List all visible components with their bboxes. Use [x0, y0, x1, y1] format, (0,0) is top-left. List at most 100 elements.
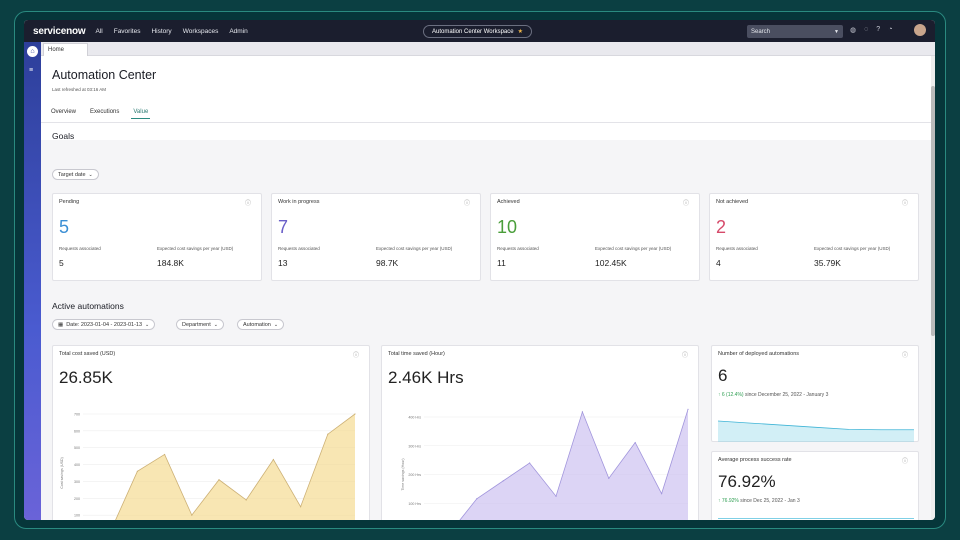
globe-icon[interactable]: ◍: [850, 27, 857, 34]
trend-text: since December 25, 2022 - January 3: [744, 392, 829, 398]
sparkline-area: [718, 421, 914, 442]
data-point: [136, 470, 138, 472]
tab-home-label: Home: [48, 47, 65, 53]
requests-value: 5: [59, 258, 64, 268]
info-icon[interactable]: ⓘ: [682, 201, 689, 207]
savings-value: 35.79K: [814, 258, 841, 268]
y-axis-label: Cost savings (USD): [60, 457, 64, 489]
help-icon[interactable]: ?: [876, 26, 881, 33]
nav-favorites[interactable]: Favorites: [113, 27, 141, 35]
top-navigation-bar: servicenow All Favorites History Workspa…: [24, 20, 935, 42]
nav-history[interactable]: History: [151, 27, 172, 35]
scrollbar-thumb[interactable]: [931, 86, 935, 336]
y-tick-label: 200: [74, 497, 80, 501]
calendar-icon: ▦: [58, 321, 64, 328]
info-icon[interactable]: ⓘ: [901, 201, 908, 207]
data-point: [164, 453, 166, 456]
avatar[interactable]: [914, 24, 926, 36]
menu-icon[interactable]: ≡: [29, 67, 34, 74]
workspace-switcher[interactable]: Automation Center Workspace ★: [423, 25, 532, 38]
servicenow-logo[interactable]: servicenow: [33, 25, 86, 37]
tab-executions[interactable]: Executions: [90, 109, 120, 115]
time-saved-title: Total time saved (Hour): [388, 351, 445, 357]
requests-label: Requests associated: [59, 246, 101, 251]
star-icon[interactable]: ★: [517, 29, 523, 35]
y-tick-label: 500: [74, 446, 80, 450]
goal-card-title: Pending: [59, 199, 80, 205]
time-saved-value: 2.46K Hrs: [388, 368, 464, 387]
automation-filter[interactable]: Automation ⌄: [237, 319, 285, 330]
main-nav: All Favorites History Workspaces Admin: [95, 28, 258, 35]
left-rail: ⌂ ≡: [24, 42, 41, 520]
info-icon[interactable]: ⓘ: [901, 459, 908, 465]
cost-saved-card: Total cost saved (USD) ⓘ 26.85K 01002003…: [52, 345, 370, 520]
arrow-up-icon: ↑: [718, 392, 722, 398]
divider: [41, 122, 931, 123]
goal-count: 10: [497, 217, 518, 237]
success-rate-card: Average process success rate ⓘ 76.92% ↑ …: [711, 451, 919, 520]
nav-workspaces[interactable]: Workspaces: [182, 27, 219, 35]
info-icon[interactable]: ⓘ: [681, 353, 688, 359]
series-area: [459, 409, 688, 520]
y-tick-label: 400 Hrs: [408, 416, 421, 420]
department-filter[interactable]: Department ⌄: [176, 319, 224, 330]
chat-icon[interactable]: ◌: [864, 26, 869, 33]
info-icon[interactable]: ⓘ: [244, 201, 251, 207]
nav-admin[interactable]: Admin: [229, 27, 248, 35]
data-point: [191, 514, 193, 516]
active-automations-title: Active automations: [52, 301, 124, 311]
time-saved-card: Total time saved (Hour) ⓘ 2.46K Hrs 0Hrs…: [381, 345, 699, 520]
success-rate-title: Average process success rate: [718, 457, 792, 463]
goal-card-work-in-progress: Work in progress ⓘ 7 Requests associated…: [271, 193, 481, 281]
top-icons: ◍ ◌ ? ◔: [850, 26, 900, 34]
success-rate-line: [718, 518, 914, 519]
data-point: [661, 493, 663, 495]
y-tick-label: 600: [74, 429, 80, 433]
data-point: [555, 495, 557, 497]
sparkline-line: [717, 420, 914, 431]
search-input[interactable]: Search ▼: [747, 25, 843, 38]
home-icon[interactable]: ⌂: [27, 46, 38, 57]
goal-card-title: Not achieved: [716, 199, 749, 205]
search-placeholder: Search: [751, 28, 771, 35]
data-point: [687, 408, 689, 410]
info-icon[interactable]: ⓘ: [901, 353, 908, 359]
y-tick-label: 100 Hrs: [408, 502, 421, 506]
app-window: servicenow All Favorites History Workspa…: [24, 20, 935, 520]
deployed-automations-card: Number of deployed automations ⓘ 6 ↑ 6 (…: [711, 345, 919, 442]
deployed-trend: ↑ 6 (12.4%) since December 25, 2022 - Ja…: [718, 392, 828, 398]
vertical-scrollbar[interactable]: [931, 56, 935, 520]
tab-overview[interactable]: Overview: [51, 109, 77, 115]
success-trend: ↑ 76.92% since Dec 25, 2022 - Jan 3: [718, 498, 800, 504]
savings-value: 98.7K: [376, 258, 399, 268]
requests-value: 4: [716, 258, 721, 268]
trend-delta: 76.92%: [721, 498, 739, 504]
data-point: [218, 479, 220, 481]
date-filter-label: Date: 2023-01-04 - 2023-01-13: [66, 321, 143, 328]
chevron-down-icon: ⌄: [88, 171, 93, 178]
date-filter[interactable]: ▦ Date: 2023-01-04 - 2023-01-13 ⌄: [52, 319, 156, 330]
chevron-down-icon[interactable]: ▼: [834, 28, 839, 35]
main-content: Automation Center Last refreshed at 03:1…: [41, 56, 931, 520]
target-date-filter[interactable]: Target date ⌄: [52, 169, 99, 180]
last-refreshed: Last refreshed at 03:16 AM: [52, 87, 107, 92]
data-point: [245, 499, 247, 501]
goal-card-not-achieved: Not achieved ⓘ 2 Requests associated Exp…: [709, 193, 919, 281]
goal-card-title: Work in progress: [278, 199, 320, 205]
bell-icon[interactable]: ◔: [888, 26, 893, 33]
deployed-title: Number of deployed automations: [718, 351, 800, 357]
info-icon[interactable]: ⓘ: [352, 353, 359, 359]
savings-label: Expected cost savings per year (USD): [376, 246, 453, 251]
cost-saved-value: 26.85K: [59, 368, 113, 387]
tab-value[interactable]: Value: [131, 108, 151, 119]
tab-home[interactable]: Home: [43, 43, 88, 56]
goal-card-pending: Pending ⓘ 5 Requests associated Expected…: [52, 193, 262, 281]
goal-count: 2: [716, 217, 727, 237]
y-axis-label: Time savings (Hour): [401, 458, 405, 490]
chevron-down-icon: ⌄: [273, 321, 279, 328]
info-icon[interactable]: ⓘ: [463, 201, 470, 207]
requests-label: Requests associated: [716, 246, 758, 251]
nav-all[interactable]: All: [95, 27, 103, 35]
y-tick-label: 100: [74, 514, 80, 518]
